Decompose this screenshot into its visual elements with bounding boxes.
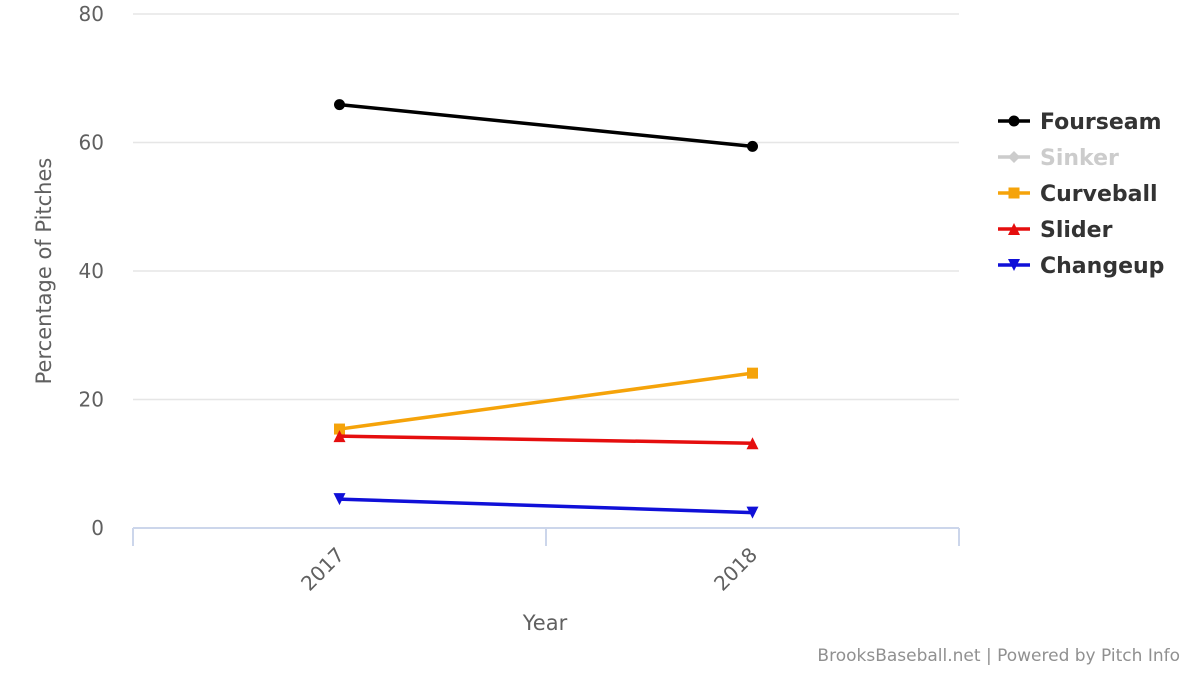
y-tick-label: 20	[79, 388, 104, 412]
legend: Fourseam Sinker Curveball Slider Changeup	[998, 110, 1164, 279]
series-line-changeup	[337, 497, 755, 515]
series-slider	[333, 430, 759, 450]
x-tick-label: 2017	[296, 543, 349, 596]
series-fourseam	[334, 99, 758, 152]
y-tick-label: 60	[79, 131, 104, 155]
y-tick-label: 40	[79, 259, 104, 283]
legend-item-fourseam[interactable]: Fourseam	[998, 110, 1162, 135]
y-axis-ticks: 0 20 40 60 80	[79, 2, 104, 540]
series-line-slider	[337, 434, 755, 445]
data-point-slider	[746, 437, 759, 450]
legend-item-curveball[interactable]: Curveball	[998, 182, 1158, 207]
legend-item-changeup[interactable]: Changeup	[998, 254, 1164, 279]
data-point-changeup	[333, 493, 346, 506]
legend-marker-curveball	[1008, 187, 1020, 199]
legend-marker-slider	[1008, 223, 1020, 235]
x-tick-label: 2018	[709, 543, 762, 596]
legend-marker-changeup	[1008, 259, 1020, 271]
legend-item-slider[interactable]: Slider	[998, 218, 1113, 243]
y-tick-label: 80	[79, 2, 104, 26]
x-axis-title: Year	[522, 611, 568, 635]
series-line-fourseam	[337, 102, 755, 149]
credits-text[interactable]: BrooksBaseball.net | Powered by Pitch In…	[817, 646, 1180, 666]
legend-label-curveball: Curveball	[1040, 182, 1158, 207]
legend-label-slider: Slider	[1040, 218, 1113, 243]
legend-marker-sinker	[1008, 151, 1020, 163]
series-curveball	[334, 367, 758, 435]
grid-lines	[133, 13, 959, 401]
data-point-changeup	[746, 506, 759, 519]
legend-label-sinker: Sinker	[1040, 146, 1119, 171]
x-axis: 2017 2018	[132, 527, 960, 596]
legend-item-sinker[interactable]: Sinker	[998, 146, 1119, 171]
series-line-curveball	[337, 371, 755, 431]
data-point-curveball	[334, 423, 345, 435]
legend-label-fourseam: Fourseam	[1040, 110, 1162, 135]
series-changeup	[333, 493, 759, 519]
series-group	[333, 99, 759, 519]
legend-label-changeup: Changeup	[1040, 254, 1164, 279]
y-axis-title: Percentage of Pitches	[32, 158, 56, 385]
data-point-fourseam	[747, 140, 758, 152]
data-point-curveball	[747, 367, 758, 379]
legend-marker-fourseam	[1008, 115, 1020, 127]
data-point-fourseam	[334, 99, 345, 111]
y-tick-label: 0	[91, 516, 104, 540]
data-point-slider	[333, 430, 346, 443]
